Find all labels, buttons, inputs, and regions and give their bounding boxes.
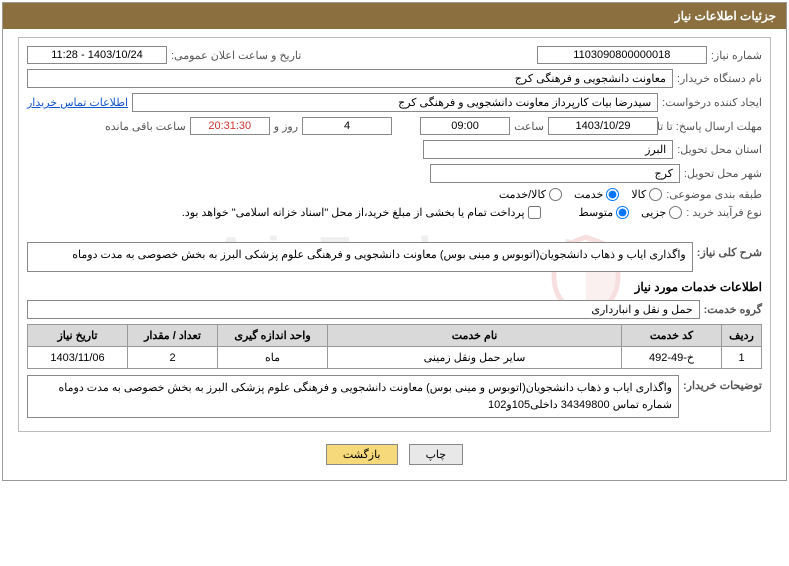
radio-medium-input[interactable] [616,206,629,219]
label-requester: ایجاد کننده درخواست: [662,96,762,109]
label-announce-datetime: تاریخ و ساعت اعلان عمومی: [171,49,301,62]
td-qty: 2 [128,347,218,369]
field-need-summary: واگذاری ایاب و ذهاب دانشجویان(اتوبوس و م… [27,242,693,272]
td-service-code: خ-49-492 [622,347,722,369]
label-hours-remaining: ساعت باقی مانده [105,120,186,133]
label-delivery-city: شهر محل تحویل: [684,167,762,180]
row-subject-class: طبقه بندی موضوعی: کالا خدمت کالا/خدمت [27,188,762,201]
section-services-info: اطلاعات خدمات مورد نیاز [27,280,762,294]
field-requester: سیدرضا بیات کارپرداز معاونت دانشجویی و ف… [132,93,658,112]
td-need-date: 1403/11/06 [28,347,128,369]
print-button[interactable]: چاپ [409,444,464,465]
radio-goods-label: کالا [631,188,646,201]
row-delivery-city: شهر محل تحویل: کرج [27,164,762,183]
row-service-group: گروه خدمت: حمل و نقل و انبارداری [27,300,762,319]
field-buyer-notes: واگذاری ایاب و ذهاب دانشجویان(اتوبوس و م… [27,375,679,418]
field-buyer-org: معاونت دانشجویی و فرهنگی کرج [27,69,673,88]
radio-goods[interactable]: کالا [631,188,662,201]
radio-goods-service[interactable]: کالا/خدمت [499,188,562,201]
label-need-summary: شرح کلی نیاز: [697,242,762,259]
th-row: ردیف [722,325,762,347]
radio-goods-input[interactable] [649,188,662,201]
radio-minor-label: جزیی [641,206,666,219]
radio-group-subject: کالا خدمت کالا/خدمت [499,188,662,201]
th-qty: تعداد / مقدار [128,325,218,347]
services-table: ردیف کد خدمت نام خدمت واحد اندازه گیری ت… [27,324,762,369]
button-bar: چاپ بازگشت [18,444,771,465]
radio-goods-service-input[interactable] [549,188,562,201]
checkbox-payment-label: پرداخت تمام یا بخشی از مبلغ خرید،از محل … [182,206,525,219]
row-need-number: شماره نیاز: 1103090800000018 تاریخ و ساع… [27,46,762,64]
table-header-row: ردیف کد خدمت نام خدمت واحد اندازه گیری ت… [28,325,762,347]
td-row: 1 [722,347,762,369]
td-service-name: سایر حمل ونقل زمینی [328,347,622,369]
checkbox-payment-input[interactable] [528,206,541,219]
label-delivery-province: استان محل تحویل: [677,143,762,156]
field-service-group: حمل و نقل و انبارداری [27,300,700,319]
radio-goods-service-label: کالا/خدمت [499,188,546,201]
row-deadline: مهلت ارسال پاسخ: تا تاریخ: 1403/10/29 سا… [27,117,762,135]
label-purchase-type: نوع فرآیند خرید : [686,206,762,219]
th-service-code: کد خدمت [622,325,722,347]
th-need-date: تاریخ نیاز [28,325,128,347]
label-need-number: شماره نیاز: [711,49,762,62]
content-area: Aria Tender .net شماره نیاز: 11030908000… [3,29,786,480]
field-time-remaining: 20:31:30 [190,117,270,135]
th-service-name: نام خدمت [328,325,622,347]
panel-header: جزئیات اطلاعات نیاز [3,3,786,29]
panel-title: جزئیات اطلاعات نیاز [675,9,776,23]
row-need-summary: شرح کلی نیاز: واگذاری ایاب و ذهاب دانشجو… [27,242,762,272]
label-deadline: مهلت ارسال پاسخ: تا تاریخ: [662,120,762,133]
field-delivery-city: کرج [430,164,680,183]
row-delivery-province: استان محل تحویل: البرز [27,140,762,159]
td-unit: ماه [218,347,328,369]
radio-service-input[interactable] [606,188,619,201]
radio-service-label: خدمت [574,188,603,201]
label-hour: ساعت [514,120,544,133]
row-requester: ایجاد کننده درخواست: سیدرضا بیات کارپردا… [27,93,762,112]
field-need-number: 1103090800000018 [537,46,707,64]
link-buyer-contact[interactable]: اطلاعات تماس خریدار [27,96,128,109]
th-unit: واحد اندازه گیری [218,325,328,347]
label-buyer-org: نام دستگاه خریدار: [677,72,762,85]
field-days-remaining: 4 [302,117,392,135]
radio-medium[interactable]: متوسط [579,206,630,219]
field-deadline-date: 1403/10/29 [548,117,658,135]
row-buyer-notes: توضیحات خریدار: واگذاری ایاب و ذهاب دانش… [27,375,762,418]
label-days-and: روز و [274,120,298,133]
label-service-group: گروه خدمت: [704,303,762,316]
row-purchase-type: نوع فرآیند خرید : جزیی متوسط پرداخت تمام… [27,206,762,219]
outer-panel: جزئیات اطلاعات نیاز Aria Tender .net شما… [2,2,787,481]
back-button[interactable]: بازگشت [326,444,398,465]
field-announce-datetime: 1403/10/24 - 11:28 [27,46,167,64]
radio-minor-input[interactable] [669,206,682,219]
radio-group-purchase: جزیی متوسط [579,206,683,219]
radio-medium-label: متوسط [579,206,614,219]
form-panel: شماره نیاز: 1103090800000018 تاریخ و ساع… [18,37,771,432]
row-buyer-org: نام دستگاه خریدار: معاونت دانشجویی و فره… [27,69,762,88]
table-row: 1 خ-49-492 سایر حمل ونقل زمینی ماه 2 140… [28,347,762,369]
field-deadline-time: 09:00 [420,117,510,135]
label-subject-class: طبقه بندی موضوعی: [666,188,762,201]
checkbox-payment[interactable]: پرداخت تمام یا بخشی از مبلغ خرید،از محل … [182,206,541,219]
field-delivery-province: البرز [423,140,673,159]
radio-service[interactable]: خدمت [574,188,619,201]
radio-minor[interactable]: جزیی [641,206,682,219]
label-buyer-notes: توضیحات خریدار: [683,375,762,392]
